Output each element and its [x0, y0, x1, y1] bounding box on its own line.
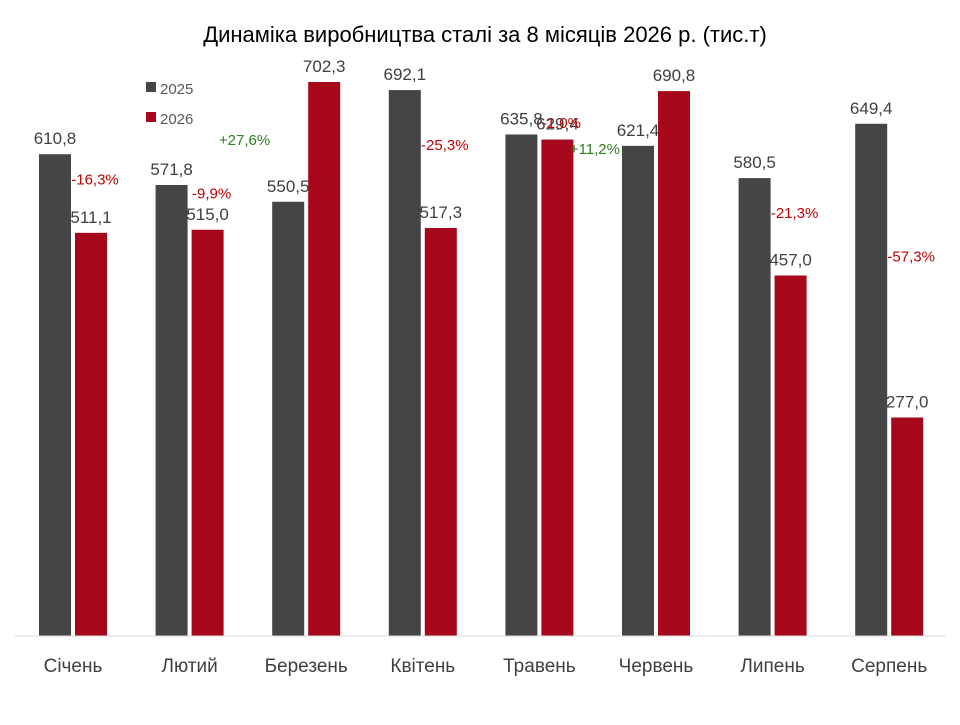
- category-label-3: Березень: [265, 656, 348, 677]
- category-label-8: Серпень: [851, 656, 927, 677]
- category-label-7: Липень: [740, 656, 804, 677]
- change-label-7: -21,3%: [771, 205, 819, 222]
- change-label-6: +11,2%: [570, 141, 620, 158]
- change-label-2: -9,9%: [192, 185, 231, 202]
- legend-swatch-2025: [146, 82, 156, 92]
- category-label-2: Лютий: [161, 656, 217, 677]
- value-label-2026-2: 515,0: [186, 205, 229, 224]
- value-label-2026-3: 702,3: [303, 57, 346, 76]
- legend: 2025 2026: [146, 81, 193, 128]
- chart-title: Динаміка виробництва сталі за 8 місяців …: [203, 22, 767, 47]
- value-label-2025-4: 692,1: [384, 65, 427, 84]
- legend-swatch-2026: [146, 112, 156, 122]
- bar-2026-4: [424, 227, 457, 636]
- bar-2026-3: [308, 82, 341, 636]
- legend-label-2026: 2026: [160, 111, 193, 128]
- bar-2025-4: [388, 90, 421, 636]
- bar-2026-6: [658, 91, 690, 636]
- labels-layer: 610,8 511,1 -16,3% 571,8 515,0 -9,9% 550,5 702,…: [34, 57, 935, 411]
- bar-2025-5: [505, 134, 538, 636]
- legend-label-2025: 2025: [160, 81, 193, 98]
- category-label-6: Червень: [619, 656, 694, 677]
- value-label-2025-8: 649,4: [850, 99, 893, 118]
- change-label-3: +27,6%: [219, 132, 270, 149]
- value-label-2025-5: 635,8: [500, 109, 543, 128]
- value-label-2026-1: 511,1: [70, 208, 111, 227]
- bar-2025-1: [39, 154, 71, 636]
- value-label-2026-8: 277,0: [886, 393, 929, 412]
- change-label-1: -16,3%: [71, 172, 119, 189]
- value-label-2026-6: 690,8: [653, 66, 696, 85]
- bar-2025-8: [855, 123, 888, 636]
- category-label-4: Квітень: [390, 656, 455, 677]
- bar-2026-2: [191, 229, 224, 636]
- bar-2025-7: [738, 178, 771, 636]
- bar-2026-8: [891, 417, 924, 636]
- bar-2026-7: [774, 275, 807, 636]
- bar-2026-1: [75, 232, 107, 637]
- change-label-4: -25,3%: [421, 137, 469, 154]
- bar-2025-6: [622, 145, 654, 637]
- bar-2026-5: [541, 139, 574, 636]
- change-label-8: -57,3%: [887, 249, 935, 266]
- bar-2025-3: [272, 201, 305, 636]
- bars-layer: [39, 82, 924, 637]
- change-label-5: -1,0%: [542, 115, 581, 132]
- category-label-5: Травень: [503, 656, 576, 677]
- value-label-2026-4: 517,3: [420, 203, 463, 222]
- value-label-2025-3: 550,5: [267, 177, 310, 196]
- value-label-2026-7: 457,0: [769, 251, 812, 270]
- category-labels: Січень Лютий Березень Квітень Травень Червень…: [44, 656, 928, 677]
- category-label-1: Січень: [44, 656, 103, 677]
- value-label-2025-7: 580,5: [733, 153, 776, 172]
- bar-2025-2: [155, 184, 188, 636]
- value-label-2026-5: 629,4: [536, 115, 579, 134]
- value-label-2025-2: 571,8: [150, 160, 193, 179]
- value-label-2025-6: 621,4: [617, 121, 660, 140]
- value-label-2025-1: 610,8: [34, 129, 77, 148]
